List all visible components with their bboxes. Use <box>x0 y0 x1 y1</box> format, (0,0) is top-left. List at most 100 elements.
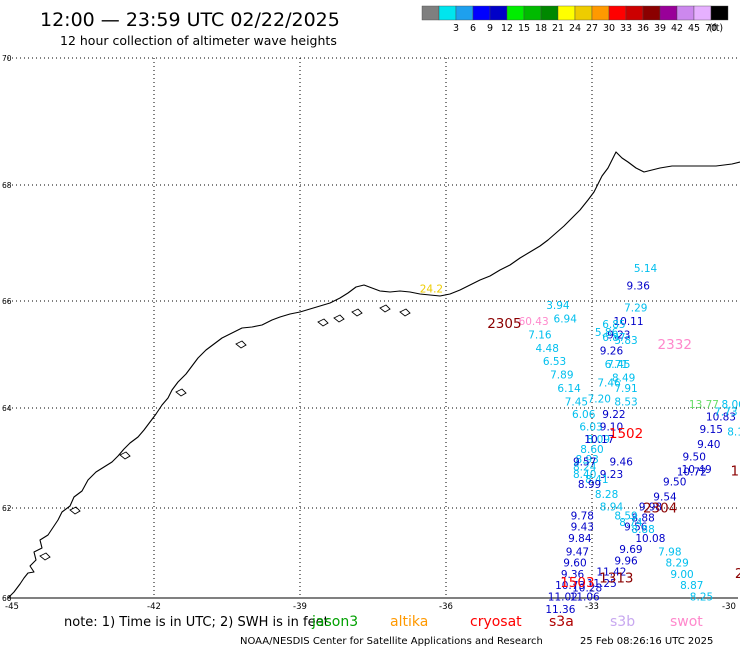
colorbar-swatch <box>557 5 576 21</box>
y-tick-label: 70 <box>2 54 12 63</box>
wave-height-label: 9.22 <box>602 409 625 421</box>
wave-height-label: 8.28 <box>595 489 618 501</box>
island-outline <box>235 340 247 349</box>
footer-credit: NOAA/NESDIS Center for Satellite Applica… <box>240 636 543 647</box>
coastline-path <box>7 151 740 599</box>
wave-height-label: 6.94 <box>554 313 578 325</box>
island-outline <box>317 318 329 327</box>
wave-height-label: 6.06 <box>572 409 596 421</box>
wave-height-label: 8.88 <box>631 513 654 525</box>
wave-height-label: 9.50 <box>663 477 686 489</box>
map-background <box>0 58 740 605</box>
island-outline <box>379 304 391 313</box>
colorbar-tick-label: 30 <box>603 23 615 34</box>
island-outline <box>69 506 81 515</box>
wave-height-label: 9.10 <box>600 422 623 434</box>
wave-height-label: 7.98 <box>658 546 681 558</box>
wave-height-label: 8.41 <box>585 474 608 486</box>
wave-height-label: 6.53 <box>543 356 566 368</box>
wave-height-label: 9.23 <box>600 469 623 481</box>
wave-height-label: 7.20 <box>588 394 611 406</box>
wave-height-label: 7.45 <box>565 396 588 408</box>
colorbar-swatch <box>710 5 729 21</box>
wave-height-label: 8.88 <box>631 524 654 536</box>
pass-time-label: 2305 <box>487 316 521 332</box>
wave-height-label: 9.36 <box>627 280 651 292</box>
colorbar-swatch <box>693 5 712 21</box>
island-outline <box>175 388 187 397</box>
wave-height-label: 11.42 <box>596 567 626 579</box>
colorbar-tick-label: 70 <box>705 23 717 34</box>
wave-height-label: 7.89 <box>550 370 573 382</box>
wave-height-label: 7.73 <box>714 407 737 419</box>
pass-time-label: 1313 <box>599 570 633 586</box>
colorbar-swatch <box>574 5 593 21</box>
colorbar-tick-label: 36 <box>637 23 649 34</box>
colorbar: 3 6 9 12 15 18 21 24 27 30 33 36 39 42 45 70(ft) <box>421 5 729 34</box>
wave-height-label: 9.00 <box>670 569 693 581</box>
wave-height-label: 8.60 <box>580 444 603 456</box>
wave-height-label: 9.36 <box>561 569 585 581</box>
wave-height-label: 7.16 <box>528 329 552 341</box>
wave-height-label: 8.93 <box>575 454 598 466</box>
wave-height-label: 6.87 <box>602 332 625 344</box>
wave-height-label: 10.49 <box>682 464 712 476</box>
wave-height-label: 9.46 <box>610 457 634 469</box>
colorbar-tick-label: 33 <box>620 23 632 34</box>
colorbar-tick-label: 18 <box>535 23 547 34</box>
wave-height-label: 10.08 <box>635 533 665 545</box>
note-text: note: 1) Time is in UTC; 2) SWH is in fe… <box>64 615 329 630</box>
wave-height-label: 9.40 <box>697 439 720 451</box>
colorbar-tick-label: 39 <box>654 23 666 34</box>
wave-height-label: 8.53 <box>614 396 637 408</box>
pass-time-label: 1502 <box>609 426 643 442</box>
wave-height-label: 8.06 <box>721 399 740 411</box>
x-tick-label: -33 <box>585 602 599 612</box>
wave-height-label: 10.17 <box>584 434 614 446</box>
wave-height-label: 10.73 <box>555 580 585 592</box>
colorbar-tick-label: 45 <box>688 23 700 34</box>
y-tick-label: 62 <box>2 504 12 513</box>
wave-height-label: 8.74 <box>619 517 643 529</box>
colorbar-swatch <box>659 5 678 21</box>
wave-height-label: 5.83 <box>614 335 637 347</box>
wave-height-label: 24.2 <box>420 283 443 295</box>
colorbar-tick-label: 42 <box>671 23 683 34</box>
wave-height-label: 10.28 <box>572 582 602 594</box>
pass-time-label: 2332 <box>658 337 692 353</box>
wave-height-label: 9.23 <box>607 329 630 341</box>
grid <box>8 57 738 599</box>
tick-labels: -45 -42 -39 -36 -33 -30 60 62 64 66 68 70 <box>2 54 736 612</box>
wave-height-label: 7.46 <box>597 378 621 390</box>
wave-height-label: 8.87 <box>680 580 703 592</box>
wave-height-label: 8.59 <box>614 510 637 522</box>
colorbar-swatch <box>455 5 474 21</box>
pass-time-labels: 2305 2332 1502 1317 2304 1503 1313 230 <box>487 316 740 591</box>
y-tick-label: 64 <box>2 404 12 413</box>
wave-height-label: 6.85 <box>602 319 625 331</box>
colorbar-swatch <box>676 5 695 21</box>
wave-height-label: 7.29 <box>624 303 647 315</box>
wave-height-label: 7.45 <box>607 359 630 371</box>
wave-height-label: 9.96 <box>614 555 638 567</box>
colorbar-swatch <box>625 5 644 21</box>
wave-height-label: 11.02 <box>548 592 578 604</box>
wave-height-label: 9.54 <box>653 492 677 504</box>
island-outline <box>351 308 363 317</box>
x-tick-label: -45 <box>5 602 19 612</box>
wave-height-label: 9.15 <box>700 424 723 436</box>
pass-time-label: 2304 <box>643 501 677 517</box>
island-outline <box>39 552 51 561</box>
island-outline <box>333 314 345 323</box>
greenland-coastline <box>7 151 740 599</box>
x-tick-label: -39 <box>293 602 307 612</box>
wave-height-label: 9.78 <box>571 510 594 522</box>
wave-height-label: 8.99 <box>578 479 601 491</box>
wave-height-label: 6.14 <box>557 383 581 395</box>
wave-height-label: 11.36 <box>545 604 575 616</box>
footer: NOAA/NESDIS Center for Satellite Applica… <box>240 636 713 647</box>
wave-height-label: 9.50 <box>683 452 706 464</box>
colorbar-tick-label: 21 <box>552 23 564 34</box>
wave-height-label: 8.49 <box>612 372 635 384</box>
